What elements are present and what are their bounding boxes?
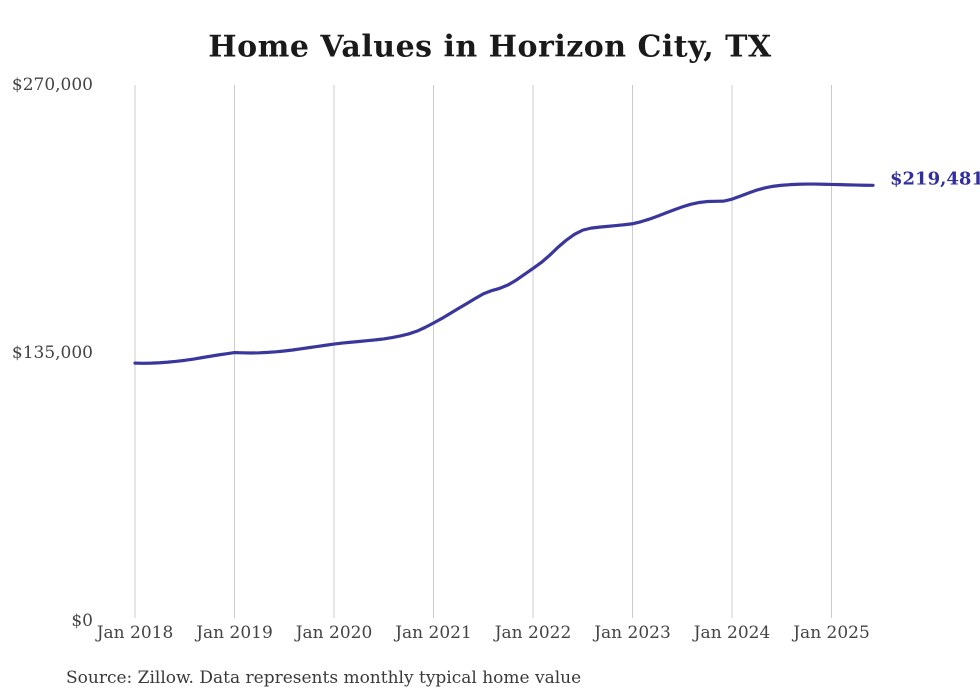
source-note: Source: Zillow. Data represents monthly … <box>66 668 582 688</box>
home-value-line <box>133 182 875 365</box>
page-title: Home Values in Horizon City, TX <box>208 29 772 65</box>
x-axis-label-2018: Jan 2018 <box>96 623 174 643</box>
x-axis-label-2022: Jan 2022 <box>494 623 572 643</box>
x-axis-label-2023: Jan 2023 <box>594 623 671 643</box>
y-axis-label-270000: $270,000 <box>11 75 93 95</box>
x-axis-label-2024: Jan 2024 <box>693 623 771 643</box>
y-axis-label-0: $0 <box>71 611 93 631</box>
x-axis-label-2020: Jan 2020 <box>295 623 373 643</box>
x-axis-label-2025: Jan 2025 <box>793 623 870 643</box>
x-axis-label-2021: Jan 2021 <box>395 623 472 643</box>
y-axis-label-135000: $135,000 <box>11 343 93 363</box>
x-axis-label-2019: Jan 2019 <box>196 623 273 643</box>
end-value-label: $219,481 <box>890 168 980 190</box>
